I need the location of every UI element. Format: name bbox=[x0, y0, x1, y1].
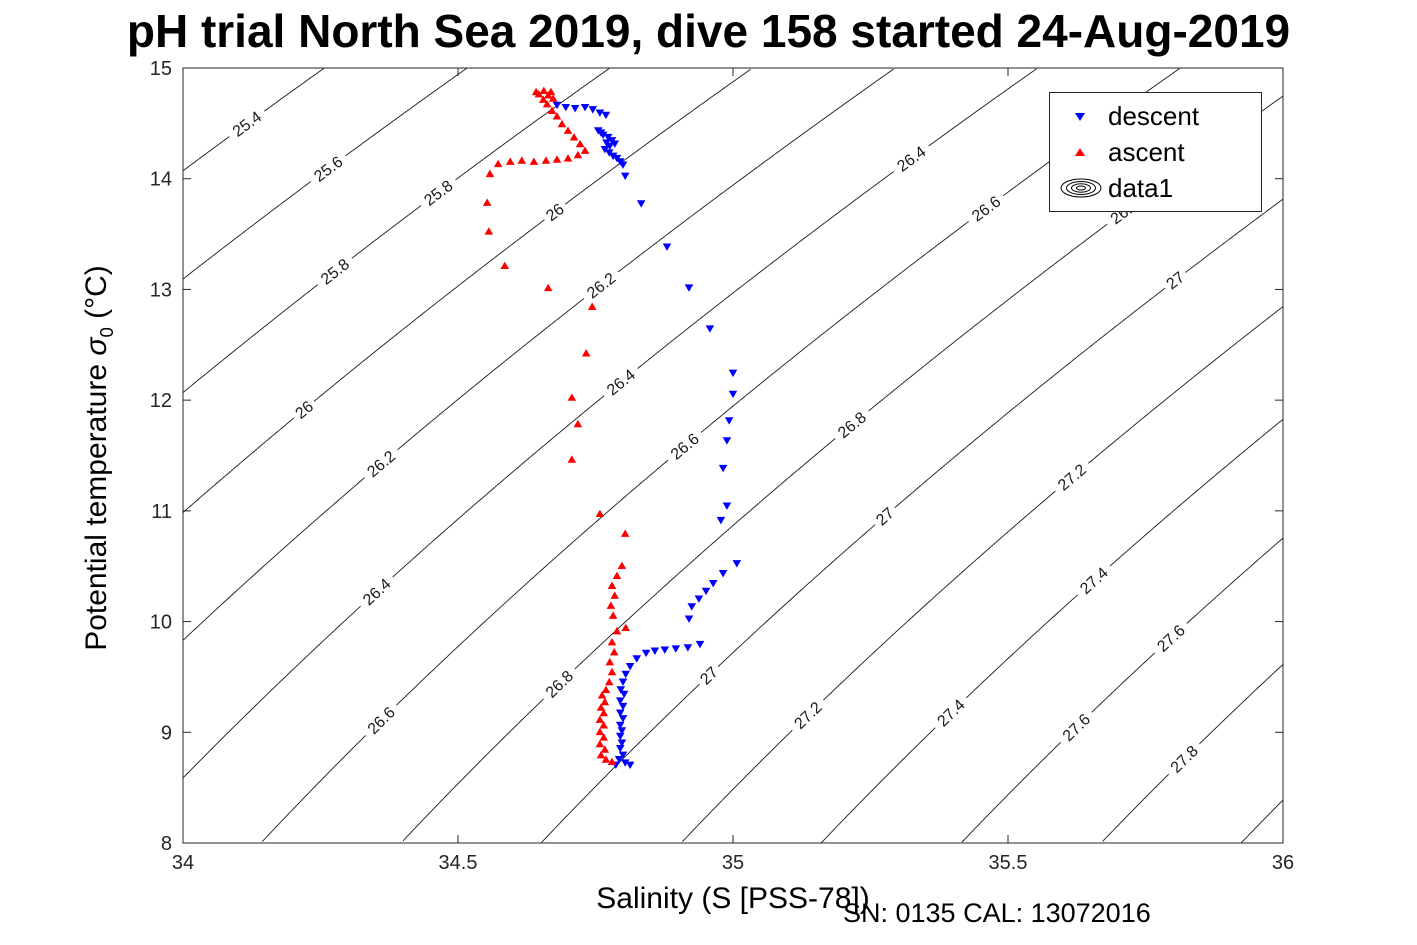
sigma-subscript: 0 bbox=[96, 327, 117, 338]
svg-text:34.5: 34.5 bbox=[439, 852, 478, 874]
svg-text:10: 10 bbox=[150, 612, 172, 634]
legend: descent ascent data1 bbox=[1049, 92, 1262, 212]
legend-item-descent: descent bbox=[1050, 98, 1261, 134]
figure-title: pH trial North Sea 2019, dive 158 starte… bbox=[126, 5, 1291, 57]
svg-text:14: 14 bbox=[150, 169, 172, 191]
svg-text:35.5: 35.5 bbox=[989, 852, 1028, 874]
sigma-symbol: σ bbox=[80, 337, 113, 356]
svg-text:8: 8 bbox=[161, 833, 172, 855]
legend-label-data1: data1 bbox=[1108, 172, 1174, 203]
svg-text:15: 15 bbox=[150, 58, 172, 80]
legend-label-ascent: ascent bbox=[1108, 136, 1185, 167]
contour-rings-icon bbox=[1060, 178, 1102, 198]
svg-text:34: 34 bbox=[172, 852, 194, 874]
svg-text:13: 13 bbox=[150, 279, 172, 301]
legend-label-descent: descent bbox=[1108, 100, 1200, 131]
y-axis-label-units: (°C) bbox=[80, 265, 113, 328]
svg-text:11: 11 bbox=[151, 501, 172, 523]
svg-text:35: 35 bbox=[722, 852, 744, 874]
svg-text:36: 36 bbox=[1272, 852, 1294, 874]
x-axis-label: Salinity (S [PSS-78]) bbox=[596, 882, 870, 915]
ascent-marker-icon bbox=[1075, 148, 1085, 156]
y-axis-label: Potential temperature σ0 (°C) bbox=[80, 265, 118, 651]
serial-calibration-annotation: SN: 0135 CAL: 13072016 bbox=[843, 898, 1151, 928]
series-descent bbox=[552, 101, 742, 769]
y-axis-label-text: Potential temperature bbox=[80, 355, 113, 651]
contour-labels: 25.425.625.825.8262626.226.226.426.426.4… bbox=[223, 103, 1207, 781]
legend-item-ascent: ascent bbox=[1050, 134, 1261, 170]
tick-labels: 34 34.5 35 35.5 36 8 9 10 11 12 13 14 15 bbox=[150, 58, 1294, 874]
series-ascent bbox=[482, 86, 631, 765]
svg-text:12: 12 bbox=[150, 390, 172, 412]
descent-marker-icon bbox=[1075, 113, 1085, 121]
svg-text:9: 9 bbox=[161, 722, 172, 744]
legend-item-data1: data1 bbox=[1050, 170, 1261, 206]
axes-box bbox=[182, 67, 1284, 844]
